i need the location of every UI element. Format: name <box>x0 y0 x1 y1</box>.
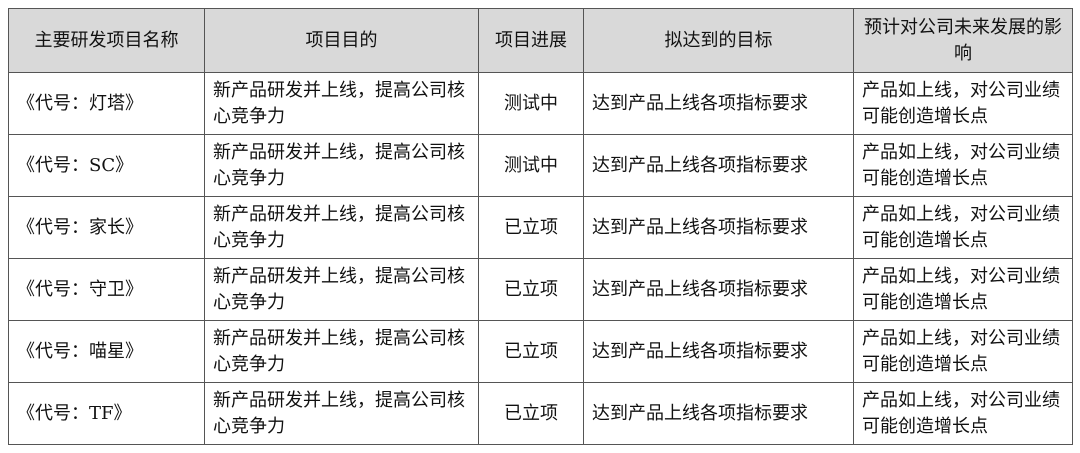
cell-goal: 达到产品上线各项指标要求 <box>583 134 854 197</box>
table-row: 《代号：家长》 新产品研发并上线，提高公司核心竞争力 已立项 达到产品上线各项指标要求… <box>8 196 1073 259</box>
header-goal: 拟达到的目标 <box>583 8 854 73</box>
header-row: 主要研发项目名称 项目目的 项目进展 拟达到的目标 预计对公司未来发展的影响 <box>8 8 1073 73</box>
cell-progress: 已立项 <box>478 196 584 259</box>
cell-impact: 产品如上线，对公司业绩可能创造增长点 <box>853 320 1073 383</box>
cell-purpose: 新产品研发并上线，提高公司核心竞争力 <box>204 134 479 197</box>
cell-purpose: 新产品研发并上线，提高公司核心竞争力 <box>204 320 479 383</box>
table-row: 《代号：喵星》 新产品研发并上线，提高公司核心竞争力 已立项 达到产品上线各项指标要求… <box>8 320 1073 383</box>
cell-goal: 达到产品上线各项指标要求 <box>583 320 854 383</box>
cell-project-name: 《代号：喵星》 <box>8 320 205 383</box>
table-row: 《代号：SC》 新产品研发并上线，提高公司核心竞争力 测试中 达到产品上线各项指标要求… <box>8 134 1073 197</box>
cell-progress: 已立项 <box>478 382 584 445</box>
cell-project-name: 《代号：守卫》 <box>8 258 205 321</box>
rd-projects-table: 主要研发项目名称 项目目的 项目进展 拟达到的目标 预计对公司未来发展的影响 《… <box>8 8 1073 445</box>
cell-impact: 产品如上线，对公司业绩可能创造增长点 <box>853 72 1073 135</box>
header-project-name: 主要研发项目名称 <box>8 8 205 73</box>
cell-project-name: 《代号：家长》 <box>8 196 205 259</box>
cell-impact: 产品如上线，对公司业绩可能创造增长点 <box>853 196 1073 259</box>
cell-goal: 达到产品上线各项指标要求 <box>583 382 854 445</box>
cell-project-name: 《代号：TF》 <box>8 382 205 445</box>
table-row: 《代号：TF》 新产品研发并上线，提高公司核心竞争力 已立项 达到产品上线各项指标要求… <box>8 382 1073 445</box>
header-progress: 项目进展 <box>478 8 584 73</box>
table-row: 《代号：灯塔》 新产品研发并上线，提高公司核心竞争力 测试中 达到产品上线各项指标要求… <box>8 72 1073 135</box>
cell-purpose: 新产品研发并上线，提高公司核心竞争力 <box>204 382 479 445</box>
cell-impact: 产品如上线，对公司业绩可能创造增长点 <box>853 258 1073 321</box>
header-impact: 预计对公司未来发展的影响 <box>853 8 1073 73</box>
table-row: 《代号：守卫》 新产品研发并上线，提高公司核心竞争力 已立项 达到产品上线各项指标要求… <box>8 258 1073 321</box>
cell-impact: 产品如上线，对公司业绩可能创造增长点 <box>853 382 1073 445</box>
cell-goal: 达到产品上线各项指标要求 <box>583 196 854 259</box>
cell-purpose: 新产品研发并上线，提高公司核心竞争力 <box>204 196 479 259</box>
cell-purpose: 新产品研发并上线，提高公司核心竞争力 <box>204 258 479 321</box>
cell-progress: 测试中 <box>478 134 584 197</box>
cell-project-name: 《代号：灯塔》 <box>8 72 205 135</box>
cell-progress: 已立项 <box>478 258 584 321</box>
cell-goal: 达到产品上线各项指标要求 <box>583 258 854 321</box>
header-purpose: 项目目的 <box>204 8 479 73</box>
cell-progress: 已立项 <box>478 320 584 383</box>
cell-impact: 产品如上线，对公司业绩可能创造增长点 <box>853 134 1073 197</box>
cell-purpose: 新产品研发并上线，提高公司核心竞争力 <box>204 72 479 135</box>
cell-project-name: 《代号：SC》 <box>8 134 205 197</box>
cell-goal: 达到产品上线各项指标要求 <box>583 72 854 135</box>
cell-progress: 测试中 <box>478 72 584 135</box>
